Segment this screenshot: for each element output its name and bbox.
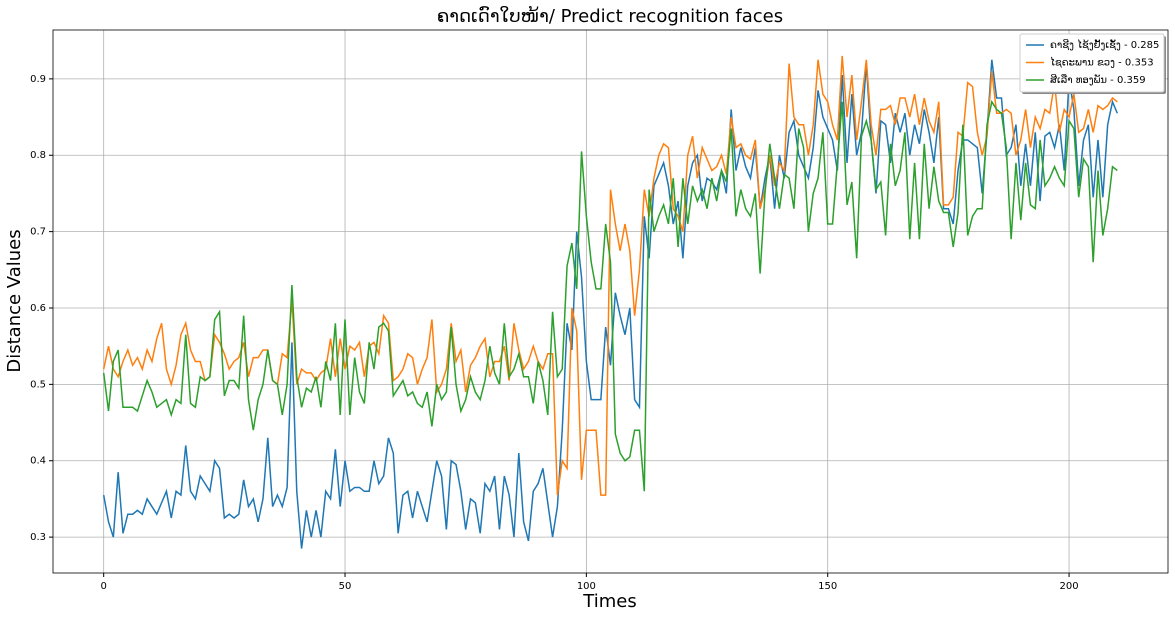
y-tick-label: 0.5 [30,379,46,390]
x-tick-label: 50 [339,581,352,592]
legend-label: ຄາຊີງ ໄຊ້ງຢັ້ງເຊັ້ງ - 0.285 [1050,38,1159,51]
plot-frame [52,29,1169,574]
x-axis-label: Times [582,591,636,612]
y-tick-label: 0.3 [30,532,46,543]
legend-label: ສີເລືາ ທອງພັນ - 0.359 [1050,73,1146,86]
y-axis-label: Distance Values [4,229,25,372]
chart-title: ຄາດເດົາໃບໜ້າ/ Predict recognition faces [437,5,783,27]
y-tick-label: 0.8 [30,150,46,161]
legend-label: ໄຊຄະພານ ຂວງ - 0.353 [1050,56,1154,69]
y-tick-label: 0.7 [30,227,46,238]
y-tick-label: 0.6 [30,303,46,314]
x-tick-label: 150 [818,581,837,592]
y-tick-label: 0.4 [30,456,46,467]
y-tick-label: 0.9 [30,74,46,85]
x-tick-label: 200 [1060,581,1079,592]
x-tick-label: 100 [577,581,596,592]
series-line [102,59,1119,549]
legend-box [1019,33,1165,93]
series-line [102,99,1118,492]
legend: ຄາຊີງ ໄຊ້ງຢັ້ງເຊັ້ງ - 0.285 ໄຊຄະພານ ຂວງ -… [1019,33,1166,94]
x-tick-label: 0 [100,581,106,592]
